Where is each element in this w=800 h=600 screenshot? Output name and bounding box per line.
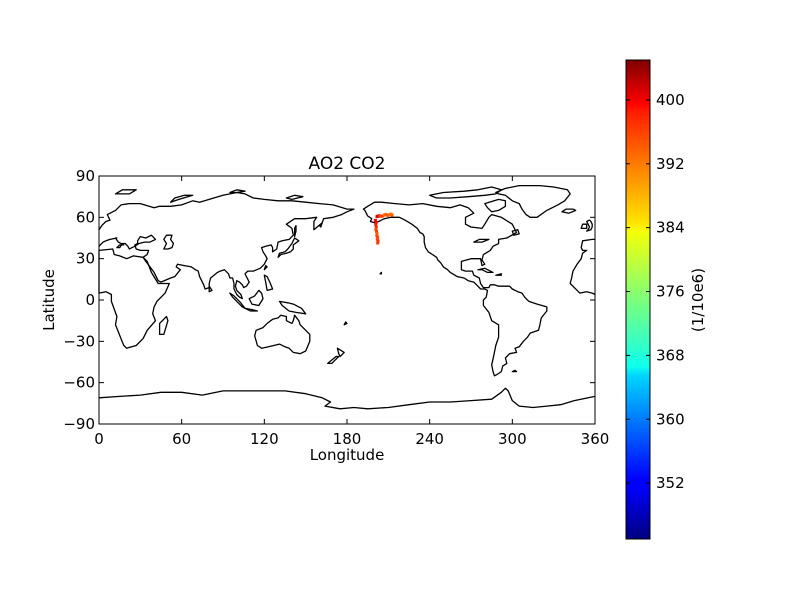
data-point (374, 223, 378, 227)
coastline-australia (254, 314, 311, 355)
colorbar-tick-label: 376 (656, 283, 685, 301)
colorbar-tick-label: 368 (656, 346, 685, 364)
colorbar-tick-label: 400 (656, 91, 685, 109)
coastlines (98, 184, 596, 410)
data-point (390, 213, 394, 217)
coastline-americas (569, 238, 596, 296)
coastline-nz-south (327, 355, 340, 365)
coastline-sakhalin (293, 224, 297, 238)
x-tick-label: 180 (333, 430, 362, 448)
y-tick-label: −60 (63, 374, 95, 392)
y-tick-label: 60 (76, 208, 95, 226)
data-point (373, 218, 377, 222)
coastline-novaya (169, 194, 194, 203)
coastline-iceland (561, 208, 577, 214)
colorbar: 352 360 368 376 384 392 400 (625, 59, 685, 540)
coastline-eurasia (98, 191, 355, 300)
y-tick-label: −90 (63, 415, 95, 433)
y-tick-label: 0 (85, 291, 95, 309)
y-tick-label: 30 (76, 250, 95, 268)
coastline-kamchatka-isle (318, 222, 323, 228)
data-point (384, 212, 388, 216)
x-axis-label: Longitude (310, 446, 385, 464)
coastline-antarctica (98, 387, 596, 410)
coastline-java (244, 307, 259, 312)
coastline-sumatra (229, 292, 246, 309)
coastline-hawaii (379, 271, 383, 275)
data-point (375, 233, 379, 237)
colorbar-tick-label: 392 (656, 155, 685, 173)
colorbar-gradient (626, 60, 650, 539)
coastline-falklands (511, 369, 518, 373)
coastline-africa (98, 248, 170, 349)
data-point (381, 214, 385, 218)
data-point (376, 241, 380, 245)
x-tick-label: 300 (498, 430, 527, 448)
x-tick-label: 120 (250, 430, 279, 448)
coastline-philippines (263, 274, 274, 292)
colorbar-tick-label: 384 (656, 219, 685, 237)
coastline-nz-north (336, 347, 345, 358)
coastline-greenland (495, 184, 571, 218)
coastline-newfoundland (511, 229, 520, 236)
y-tick-label: 90 (76, 167, 95, 185)
coastline-arctic-isles (429, 186, 502, 199)
colorbar-ticks: 352 360 368 376 384 392 400 (626, 91, 685, 492)
data-points (373, 212, 394, 245)
y-ticks: −90 −60 −30 0 30 60 90 (63, 167, 595, 433)
coastline-japan (277, 237, 300, 258)
data-point (376, 239, 380, 243)
y-tick-label: −30 (63, 332, 95, 350)
x-tick-label: 0 (94, 430, 104, 448)
data-point (377, 214, 381, 218)
map-axes: 0 60 120 180 240 300 360 −90 −60 −30 0 30 60 90 (63, 167, 609, 448)
colorbar-tick-label: 352 (656, 474, 685, 492)
coastline-madagascar (158, 315, 169, 336)
coastline-greatlakes (473, 238, 490, 243)
data-point (374, 225, 378, 229)
data-point (376, 235, 380, 239)
coastline-ireland (580, 223, 588, 230)
x-ticks: 0 60 120 180 240 300 360 (94, 176, 609, 448)
coastline-taiwan (263, 264, 268, 271)
x-tick-label: 240 (415, 430, 444, 448)
coastline-borneo (248, 289, 264, 307)
coastline-hispaniola (495, 273, 502, 276)
coastline-svalbard (114, 189, 137, 195)
coastline-baffin (484, 198, 507, 213)
coastline-north-america (362, 201, 548, 377)
coastline-fiji (343, 321, 348, 326)
data-point (387, 213, 391, 217)
data-point (379, 214, 383, 218)
data-point (386, 213, 390, 217)
coastline-cuba (477, 267, 494, 274)
chart-title: AO2 CO2 (309, 154, 386, 174)
coastline-severnaya (229, 189, 246, 194)
data-point (375, 232, 379, 236)
data-point (375, 230, 379, 233)
colorbar-tick-label: 360 (656, 410, 685, 428)
data-point (374, 220, 378, 224)
x-tick-label: 360 (581, 430, 610, 448)
coastline-newguinea (278, 300, 307, 315)
x-tick-label: 60 (172, 430, 191, 448)
y-axis-label: Latitude (40, 269, 58, 331)
data-point (374, 228, 378, 231)
data-point (375, 237, 379, 241)
coastline-nsiberian (285, 194, 304, 201)
colorbar-frame (625, 59, 651, 540)
coastline-srilanka (208, 285, 213, 293)
colorbar-label: (1/10e6) (689, 268, 707, 332)
coastline-caspian (163, 234, 175, 250)
plot-area (99, 176, 595, 424)
coastline-britain (586, 219, 593, 232)
